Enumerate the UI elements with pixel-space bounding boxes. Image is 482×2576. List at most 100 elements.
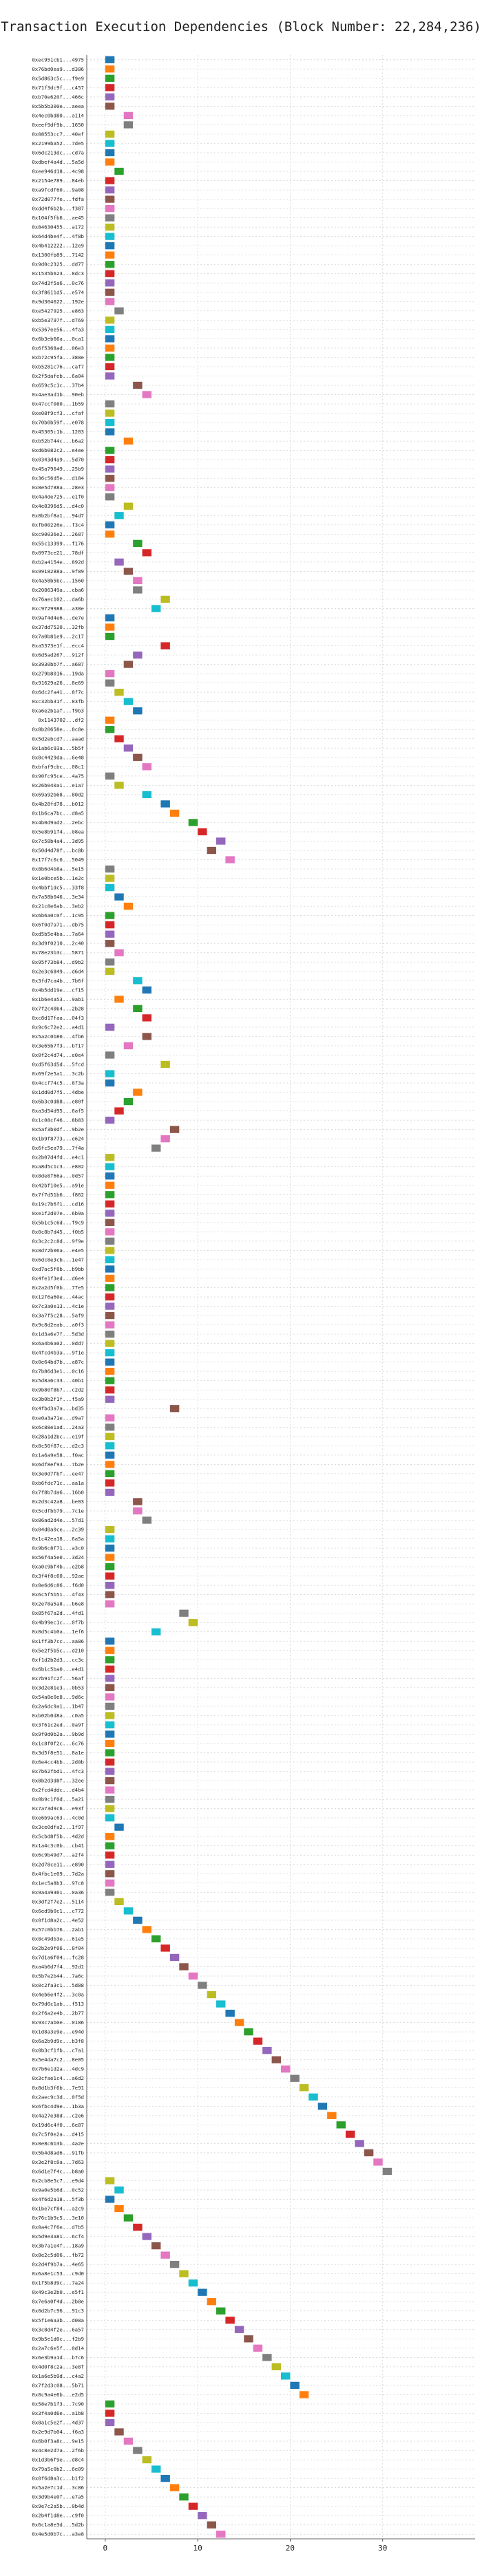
transaction-bar [198, 1982, 207, 1989]
transaction-bar [105, 1368, 115, 1375]
y-tick-label: 0x1c42ea18...6a5a [32, 1536, 84, 1542]
transaction-bar [188, 2502, 198, 2510]
transaction-bar [114, 2186, 124, 2194]
y-tick-label: 0x3a7f5c28...5af9 [32, 1313, 84, 1319]
transaction-bar [142, 1516, 151, 1524]
transaction-bar [133, 1088, 143, 1096]
transaction-bar [114, 2204, 124, 2213]
transaction-bar [105, 298, 115, 305]
transaction-bar [114, 307, 124, 314]
y-tick-label: 0x5a2e7c1d...3c86 [32, 2484, 84, 2491]
transaction-bar [105, 1488, 115, 1496]
y-tick-label: 0x8e5d788a...28e3 [32, 484, 84, 491]
transaction-bar [105, 874, 115, 882]
y-tick-label: 0x1dd0d7f5...4dbe [32, 1089, 84, 1095]
transaction-bar [105, 865, 115, 873]
transaction-bar [105, 130, 115, 138]
transaction-bar [105, 1675, 115, 1682]
transaction-bar [151, 1935, 161, 1943]
transaction-bar [151, 2465, 161, 2473]
transaction-bar [105, 958, 115, 966]
transaction-bar [114, 512, 124, 519]
y-tick-label: 0x76aec102...da6b [32, 596, 84, 602]
transaction-bar [105, 1544, 115, 1552]
y-tick-label: 0x3fd7ca4b...7b6f [32, 978, 84, 984]
y-tick-label: 0xd5b5e4ba...7a64 [32, 931, 84, 937]
y-tick-label: 0x2b4f1d8e...c9f0 [32, 2513, 84, 2519]
y-tick-label: 0x9f0d0b2a...9b9d [32, 1731, 84, 1737]
y-tick-label: 0x4fe1f3ed...d6e4 [32, 1275, 84, 1281]
y-tick-label: 0x3b7a1e4f...18a9 [32, 2243, 84, 2249]
transaction-bar [105, 1358, 115, 1366]
y-tick-label: 0x71f3dc9f...c457 [32, 85, 84, 91]
y-tick-label: 0x7b62fbd1...4fc3 [32, 1768, 84, 1774]
transaction-bar [123, 568, 134, 575]
transaction-bar [160, 595, 170, 603]
transaction-bar [346, 2130, 355, 2138]
transaction-bar [105, 1702, 115, 1710]
transaction-bar [105, 1210, 115, 1217]
y-tick-label: 0x0d2b7c96...91c3 [32, 2308, 84, 2314]
y-tick-label: 0x3ce0dfa2...1f97 [32, 1824, 84, 1830]
y-tick-label: 0x6df8ef93...7b2e [32, 1461, 84, 1468]
transaction-bar [169, 809, 180, 817]
y-tick-label: 0x7e6a0f4d...2b8e [32, 2299, 84, 2305]
y-tick-label: 0x6b6a0c0f...1c95 [32, 912, 84, 919]
y-tick-label: 0xfb00226e...f3c4 [32, 522, 84, 528]
transaction-bar [123, 437, 134, 445]
transaction-bar [142, 1033, 151, 1040]
y-tick-label: 0x19d6c4f0...6e87 [32, 2122, 84, 2128]
y-tick-label: 0x8e2c5d06...fb72 [32, 2252, 84, 2258]
y-tick-label: 0x04d0a0ce...2c39 [32, 1527, 84, 1533]
y-tick-label: 0x7c5f0e2a...d415 [32, 2131, 84, 2137]
y-tick-label: 0xe08f9cf3...cfaf [32, 410, 84, 416]
y-tick-label: 0x45305c1b...1203 [32, 429, 84, 435]
transaction-bar [179, 2270, 189, 2277]
transaction-bar [133, 1498, 143, 1505]
transaction-bar [105, 325, 115, 333]
transaction-bar [105, 1395, 115, 1403]
y-tick-label: 0x0c8b7d45...f0b5 [32, 1229, 84, 1235]
y-tick-label: 0x2154e789...84eb [32, 178, 84, 184]
transaction-bar [133, 707, 143, 715]
transaction-bar [160, 800, 170, 808]
y-tick-label: 0x69a92b68...80d2 [32, 791, 84, 797]
transaction-bar [105, 1582, 115, 1589]
transaction-bar [114, 996, 124, 1003]
y-tick-label: 0x7c58b4a4...3d95 [32, 838, 84, 844]
transaction-bar [105, 1414, 115, 1421]
y-tick-label: 0x3b0b2f1f...f5a9 [32, 1396, 84, 1402]
y-tick-label: 0x0f6d8a3c...b1f2 [32, 2476, 84, 2482]
y-tick-label: 0x9e7c2a5b...0b4d [32, 2503, 84, 2509]
transaction-bar [123, 902, 134, 910]
transaction-bar [123, 661, 134, 668]
transaction-bar [123, 1907, 134, 1915]
chart-title: Transaction Execution Dependencies (Bloc… [1, 19, 481, 34]
transaction-bar [244, 2335, 253, 2343]
transaction-bar [160, 1060, 170, 1069]
y-tick-label: 0x0b3cf1fb...c7a1 [32, 2048, 84, 2054]
transaction-bar [133, 577, 143, 585]
transaction-bar [225, 856, 235, 863]
y-tick-label: 0xc8d17faa...04f3 [32, 1015, 84, 1021]
transaction-bar [105, 1051, 115, 1059]
y-tick-label: 0x5b5b300e...aeea [32, 103, 84, 109]
y-tick-label: 0x6d5ad267...912f [32, 652, 84, 658]
y-tick-label: 0xf1d2b2d3...cc3c [32, 1657, 84, 1663]
transaction-bar [105, 316, 115, 324]
y-tick-label: 0x6b0f3a8c...9e15 [32, 2438, 84, 2445]
y-tick-label: 0x3d9f0210...2c40 [32, 941, 84, 947]
transaction-bar [105, 2177, 115, 2185]
transaction-bar [105, 1684, 115, 1692]
y-tick-label: 0x6fbc4d9e...1b3a [32, 2103, 84, 2110]
y-tick-label: 0x6f5368ad...06e3 [32, 345, 84, 351]
y-tick-label: 0x6a8e1c53...c9d0 [32, 2271, 84, 2277]
transaction-bar [105, 1879, 115, 1887]
transaction-bar [105, 1377, 115, 1384]
transaction-bar [105, 1200, 115, 1208]
y-tick-label: 0x4fbd3a7a...bd35 [32, 1406, 84, 1412]
y-tick-label: 0x9b5e1d0c...f2b9 [32, 2336, 84, 2342]
y-tick-label: 0x5af3b0df...9b2e [32, 1126, 84, 1133]
y-tick-label: 0x1d3a6e7f...5d3d [32, 1331, 84, 1338]
y-tick-label: 0x1b9f8773...e624 [32, 1136, 84, 1142]
